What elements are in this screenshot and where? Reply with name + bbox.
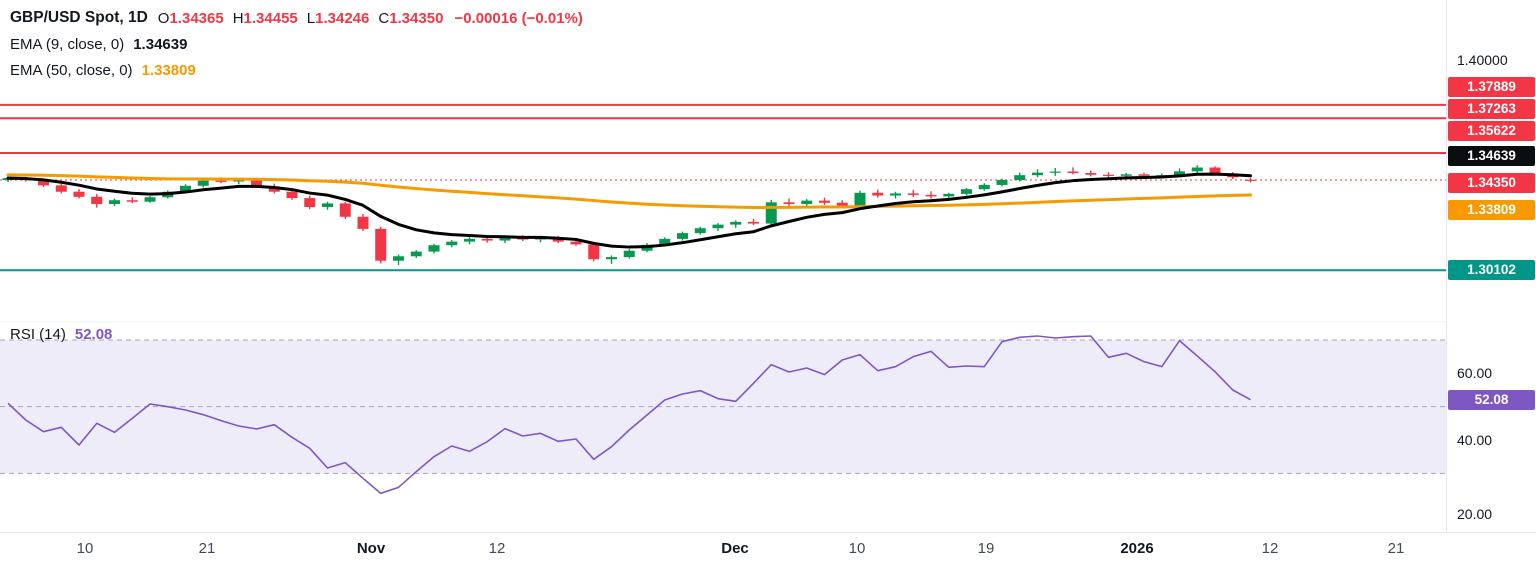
high-readout: H1.34455 — [233, 10, 298, 27]
ema9-label[interactable]: EMA (9, close, 0) — [10, 35, 125, 53]
price-axis[interactable]: 1.40000 1.37889 1.37263 1.35622 1.34639 … — [1446, 0, 1536, 532]
rsi-value-badge: 52.08 — [1448, 390, 1535, 410]
time-label-dec: Dec — [721, 540, 749, 557]
rsi-legend-row: RSI (14) 52.08 — [10, 326, 112, 343]
time-label-12: 12 — [488, 540, 506, 557]
ema9-value: 1.34639 — [133, 35, 188, 53]
time-label-21: 21 — [198, 540, 216, 557]
resistance-badge-2: 1.37263 — [1448, 99, 1535, 119]
ema9-row: EMA (9, close, 0) 1.34639 — [10, 31, 583, 57]
rsi-tick-40: 40.00 — [1457, 432, 1493, 448]
time-label-19: 19 — [977, 540, 995, 557]
ema50-value: 1.33809 — [141, 61, 196, 79]
high-value: 1.34455 — [243, 9, 298, 27]
resistance-badge-1: 1.37889 — [1448, 77, 1535, 97]
time-label-12: 12 — [1261, 540, 1279, 557]
open-readout: O1.34365 — [158, 10, 224, 27]
last-price-badge: 1.34350 — [1448, 173, 1535, 193]
time-axis[interactable]: 10 21 Nov 12 Dec 10 19 2026 12 21 — [0, 532, 1536, 564]
time-label-21: 21 — [1387, 540, 1405, 557]
rsi-tick-60: 60.00 — [1457, 365, 1493, 381]
time-label-10: 10 — [848, 540, 866, 557]
symbol-title[interactable]: GBP/USD Spot, 1D — [10, 9, 148, 26]
high-letter: H — [232, 9, 244, 27]
low-value: 1.34246 — [315, 9, 370, 27]
price-tick-top: 1.40000 — [1457, 52, 1508, 68]
ema50-label[interactable]: EMA (50, close, 0) — [10, 61, 133, 79]
resistance-badge-3: 1.35622 — [1448, 121, 1535, 141]
ema9-badge: 1.34639 — [1448, 146, 1535, 166]
ema-line — [6, 172, 1252, 249]
open-value: 1.34365 — [169, 9, 224, 27]
rsi-value: 52.08 — [74, 326, 113, 343]
low-readout: L1.34246 — [307, 10, 370, 27]
change-readout: −0.00016 (−0.01%) — [454, 9, 583, 27]
close-letter: C — [378, 9, 390, 27]
symbol-row: GBP/USD Spot, 1D O1.34365 H1.34455 L1.34… — [10, 5, 583, 31]
time-label-10: 10 — [76, 540, 94, 557]
chart-legend: GBP/USD Spot, 1D O1.34365 H1.34455 L1.34… — [10, 5, 583, 83]
rsi-label[interactable]: RSI (14) — [10, 326, 66, 343]
close-readout: C1.34350 — [378, 10, 443, 27]
close-value: 1.34350 — [389, 9, 444, 27]
ema50-row: EMA (50, close, 0) 1.33809 — [10, 57, 583, 83]
time-label-2026: 2026 — [1120, 540, 1154, 557]
rsi-tick-20: 20.00 — [1457, 506, 1493, 522]
ema50-badge: 1.33809 — [1448, 200, 1535, 220]
low-letter: L — [306, 9, 316, 27]
time-label-nov: Nov — [356, 540, 386, 557]
support-badge: 1.30102 — [1448, 260, 1535, 280]
open-letter: O — [157, 9, 170, 27]
ema-line — [6, 173, 1252, 210]
rsi-line — [7, 335, 1251, 495]
